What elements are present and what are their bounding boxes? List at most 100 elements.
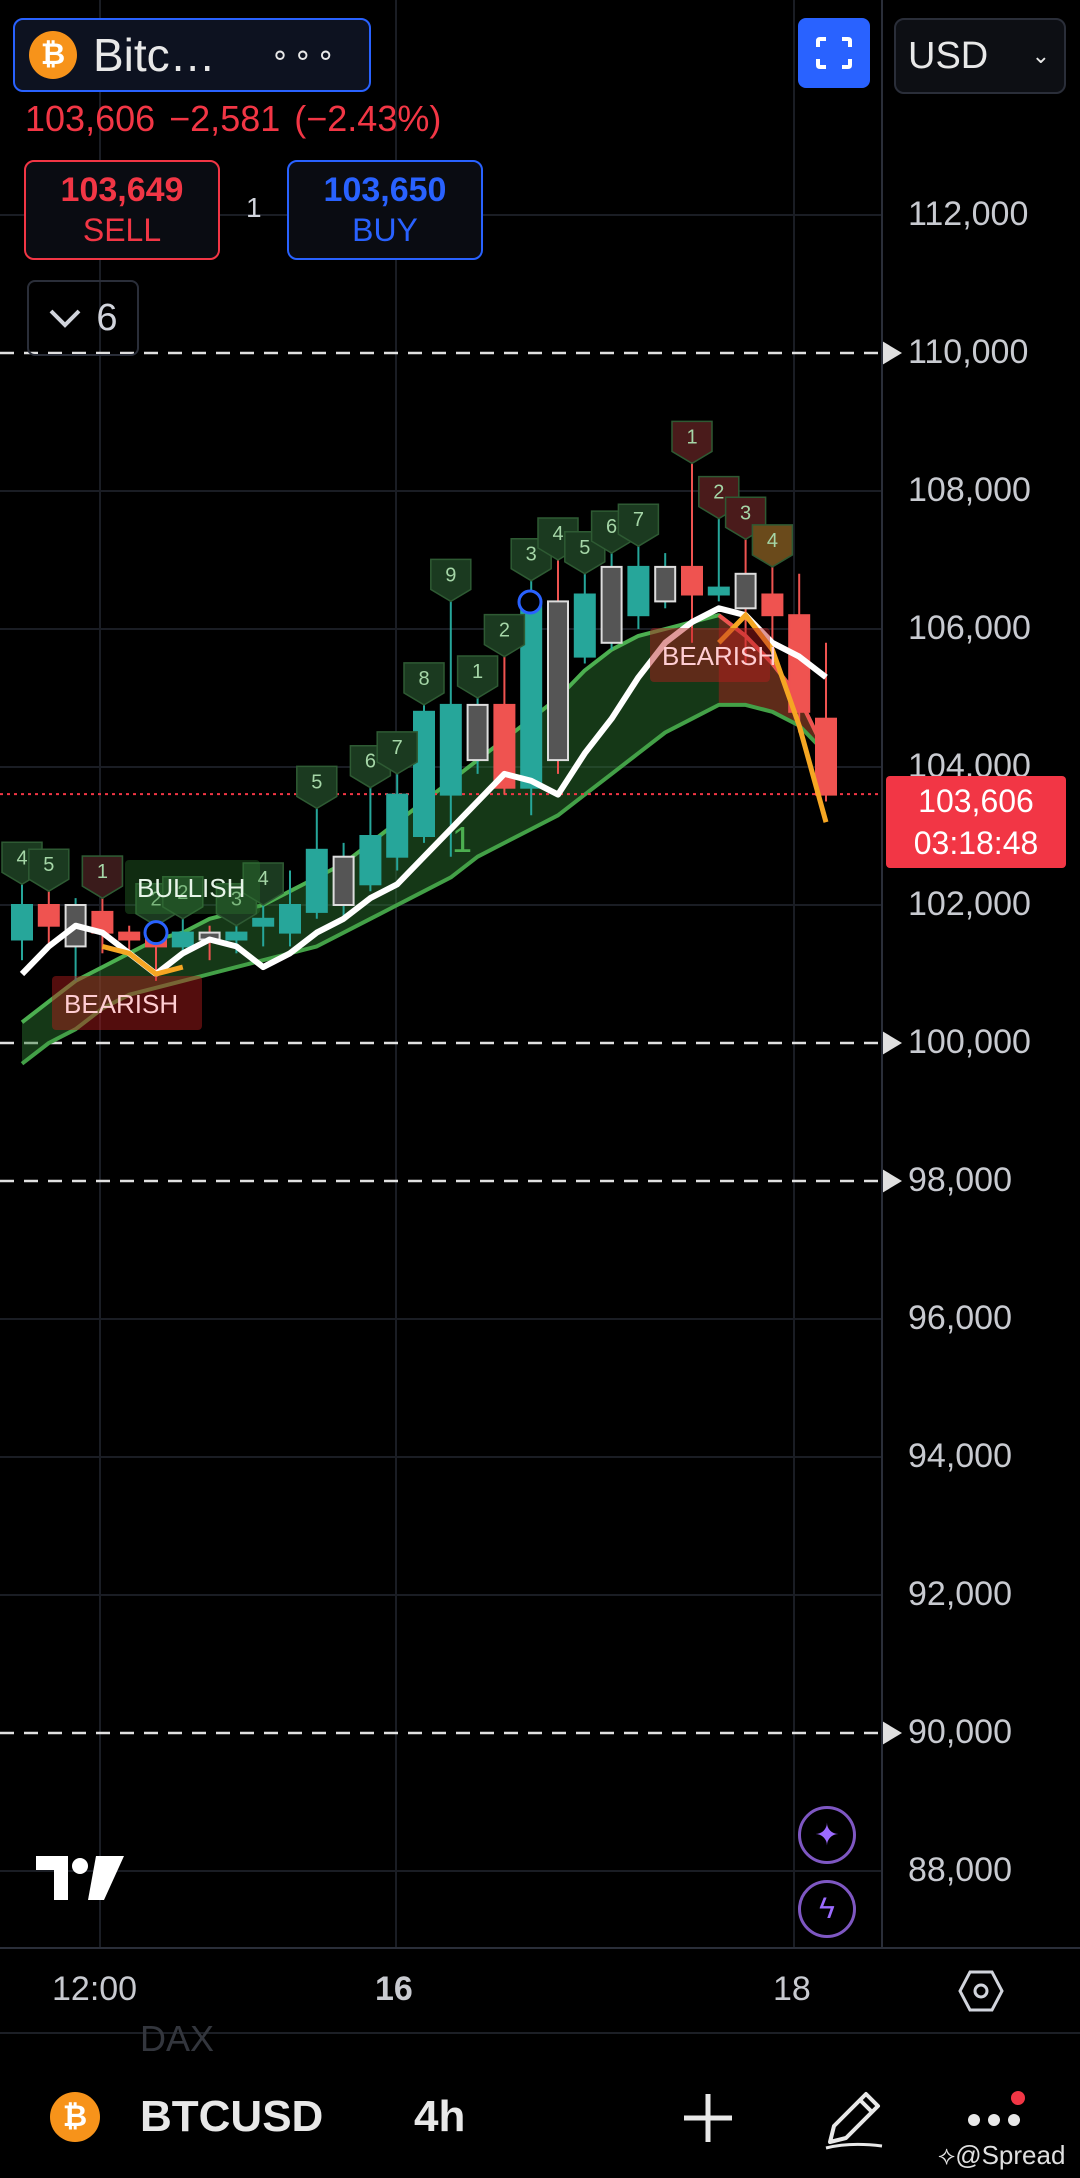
spread-value: 1 [246, 192, 262, 223]
more-dots-icon[interactable]: ∘∘∘ [270, 38, 339, 72]
count-tag-label: 4 [552, 523, 563, 545]
plus-icon [684, 2094, 732, 2142]
add-button[interactable] [680, 2090, 736, 2151]
count-tag [81, 855, 124, 899]
count-tag-label: 4 [258, 868, 269, 890]
signal-annotation-box [52, 976, 202, 1030]
bottom-toolbar [0, 2032, 1080, 2178]
count-tag-label: 5 [311, 771, 322, 793]
count-tag [376, 731, 418, 775]
count-tag-label: 7 [633, 509, 644, 531]
fullscreen-icon [816, 37, 852, 69]
tradingview-logo [32, 1852, 130, 1909]
price-axis-label: 100,000 [908, 1023, 1031, 1061]
price-change: −2,581 [169, 98, 281, 139]
candle-body [707, 586, 730, 596]
currency-select[interactable]: USD ⌄ [894, 18, 1066, 94]
signal-annotation-label: BEARISH [662, 641, 776, 671]
hidden-label: DAX [140, 2018, 215, 2059]
candle-body [252, 917, 275, 927]
buy-label: BUY [352, 212, 418, 248]
interval-button[interactable]: 4h [414, 2092, 466, 2141]
sell-button[interactable]: 103,649 SELL [24, 160, 220, 260]
indicators-toggle-button[interactable]: 6 [27, 280, 139, 356]
count-tag-label: 6 [365, 751, 376, 773]
count-tag-label: 5 [43, 854, 54, 876]
chart-settings-button[interactable] [958, 1968, 1004, 2019]
signal-annotation-label: BEARISH [64, 989, 178, 1019]
candle-body [466, 703, 489, 762]
time-label: 12:00 [52, 1970, 138, 2008]
more-menu-button[interactable] [966, 2090, 1030, 2151]
count-tag-label: 5 [579, 537, 590, 559]
price-change-pct: (−2.43%) [294, 98, 442, 139]
lightning-icon: ϟ [819, 1892, 835, 1925]
candle-body [386, 793, 409, 858]
price-axis-label: 112,000 [908, 195, 1029, 233]
count-tag [28, 848, 70, 893]
candle-body [600, 565, 623, 644]
price-axis-label: 108,000 [908, 471, 1031, 509]
count-tag-label: 3 [231, 889, 242, 911]
count-tag-label: 4 [16, 847, 27, 869]
count-tag [296, 765, 338, 810]
candle-body [627, 565, 650, 617]
count-tag-label: 2 [150, 889, 161, 911]
signal-annotation-box [125, 860, 260, 914]
count-tag-label: 4 [767, 530, 778, 552]
candle-body [359, 835, 382, 886]
signal-annotation-box [650, 628, 770, 682]
bitcoin-logo-icon: ₿ [29, 31, 77, 79]
sparkle-icon: ✦ [814, 1818, 840, 1852]
buy-button[interactable]: 103,650 BUY [287, 160, 483, 260]
count-tag [483, 613, 526, 658]
candle-body [279, 904, 301, 934]
bar-countdown: 03:18:48 [913, 825, 1039, 861]
wave-count-label: 1 [452, 819, 472, 860]
count-tag [162, 876, 204, 920]
level-marker-arrow [882, 1721, 902, 1745]
candle-body [37, 904, 60, 927]
count-tag [242, 862, 284, 906]
candle-body [305, 848, 328, 913]
count-tag-label: 3 [740, 502, 751, 524]
symbol-name: Bitc… [93, 29, 216, 81]
last-price: 103,606 [25, 98, 156, 139]
drawing-tools-button[interactable] [820, 2084, 888, 2157]
bitcoin-logo-icon: ₿ [50, 2092, 100, 2142]
currency-value: USD [908, 34, 989, 77]
quick-action-button[interactable]: ϟ [798, 1880, 856, 1938]
price-axis-label: 96,000 [908, 1299, 1012, 1337]
price-axis-label: 98,000 [908, 1161, 1012, 1199]
candle-body [573, 593, 596, 658]
candle-body [118, 931, 141, 941]
count-tag-label: 2 [499, 620, 510, 642]
current-price: 103,606 [918, 783, 1034, 819]
watermark-text: @Spread [955, 2140, 1066, 2170]
indicators-count: 6 [96, 296, 118, 339]
count-tag-label: 1 [686, 426, 697, 448]
price-axis-label: 102,000 [908, 885, 1031, 923]
count-tag [751, 524, 794, 568]
bottom-symbol-button[interactable]: BTCUSD [140, 2092, 324, 2141]
price-axis-label: 110,000 [908, 333, 1029, 371]
count-tag-label: 7 [392, 737, 403, 759]
count-tag-label: 8 [418, 668, 429, 690]
symbol-selector[interactable]: ₿ Bitc… ∘∘∘ [13, 18, 371, 92]
price-summary: 103,606 −2,581 (−2.43%) [25, 98, 455, 140]
candle-body [815, 717, 837, 796]
level-marker-arrow [882, 1031, 902, 1055]
count-tag-label: 1 [97, 861, 108, 883]
count-tag [671, 420, 713, 465]
count-tag-label: 2 [177, 882, 188, 904]
ai-assistant-button[interactable]: ✦ [798, 1806, 856, 1864]
cross-marker [143, 920, 169, 946]
candle-body [761, 593, 784, 617]
candle-body [654, 565, 677, 603]
candle-body [413, 710, 435, 837]
count-tag-label: 9 [445, 564, 456, 586]
watermark: ⟡@Spread [938, 2140, 1066, 2170]
candle-body [171, 931, 194, 948]
fullscreen-button[interactable] [798, 18, 870, 88]
